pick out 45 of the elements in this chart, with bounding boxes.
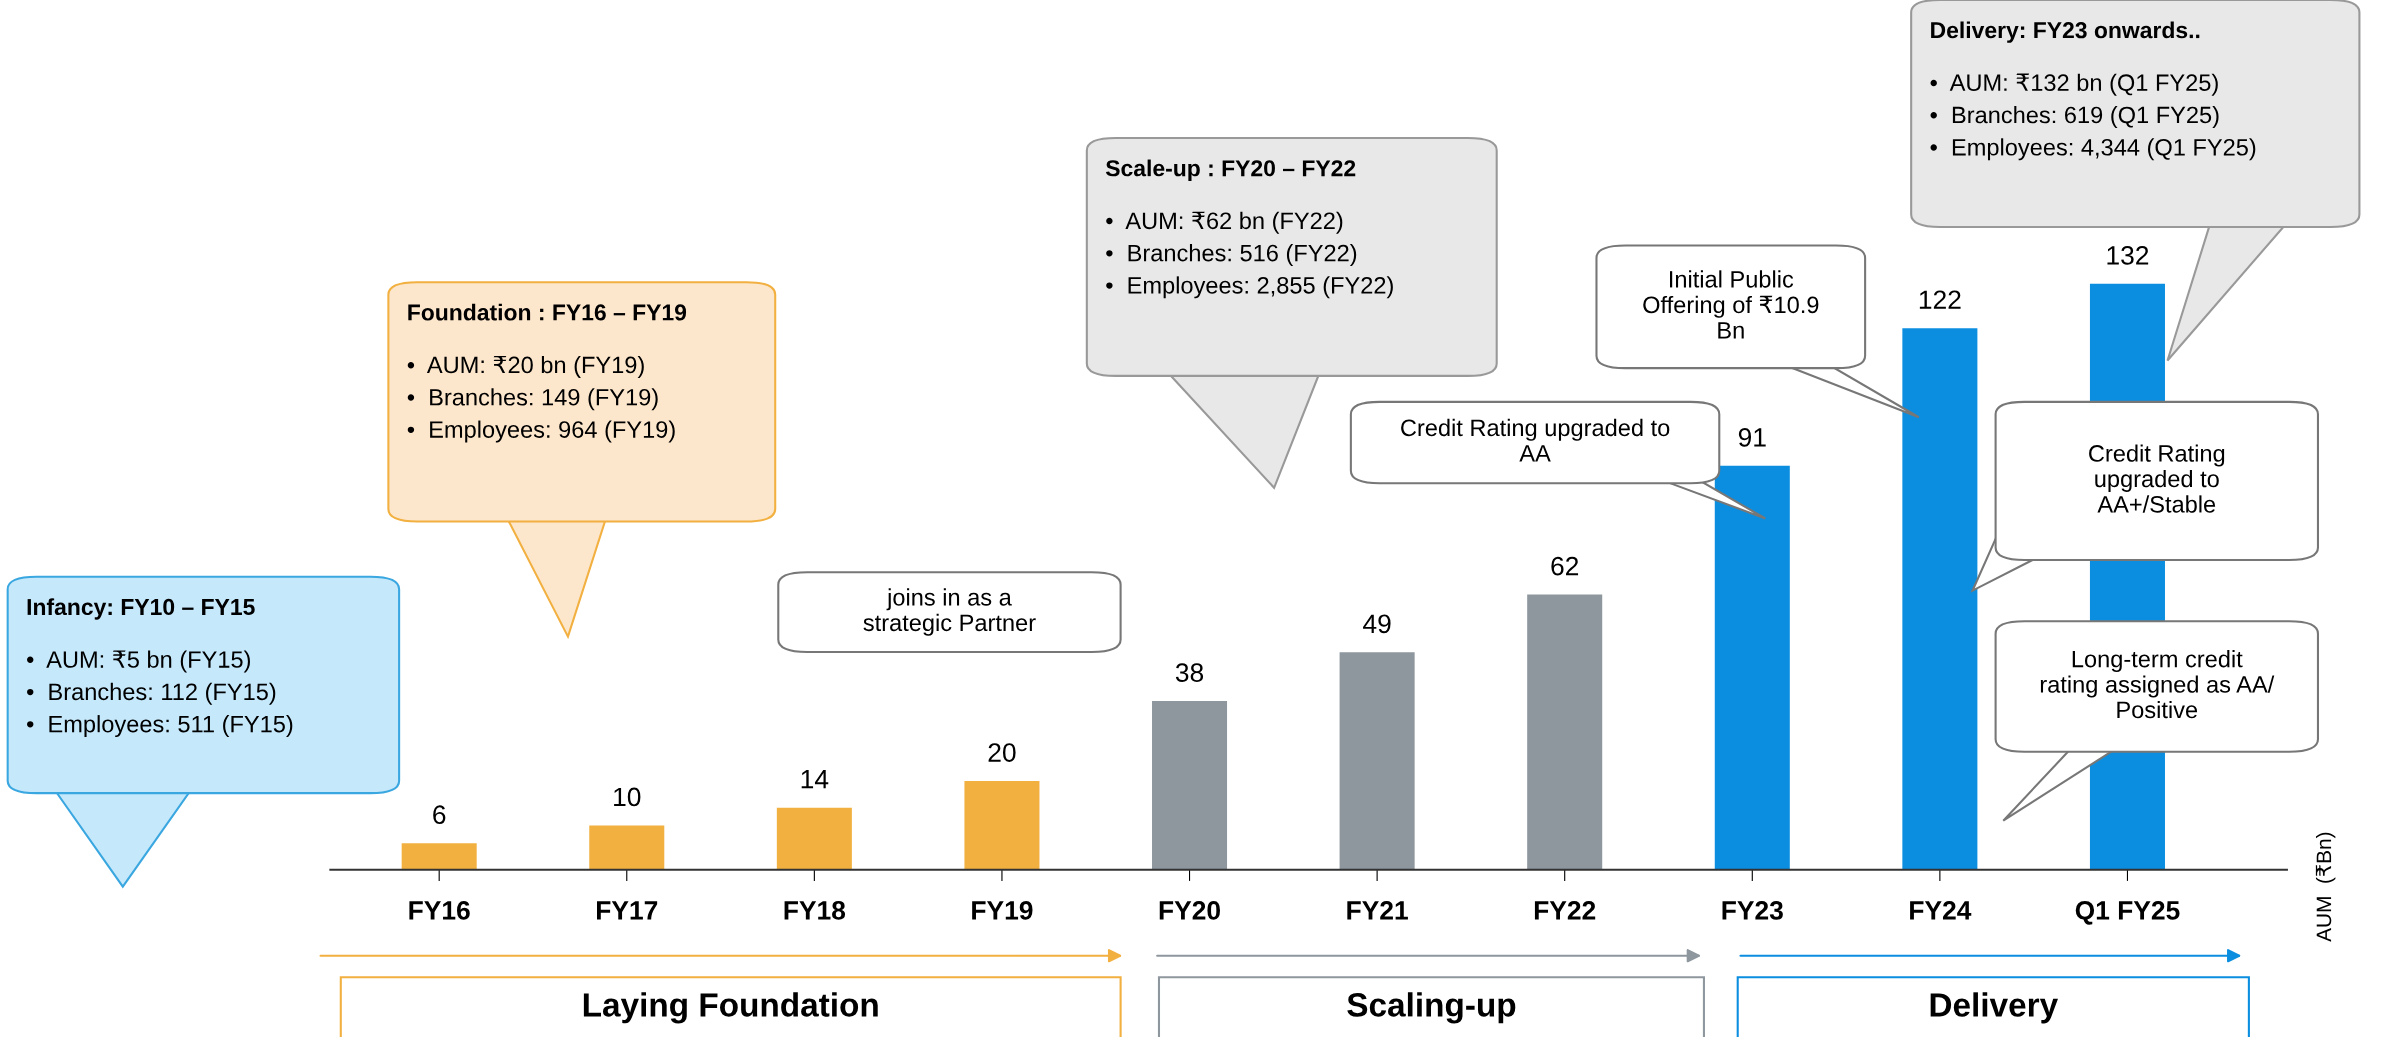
x-tick-label: FY22 (1534, 901, 1596, 920)
data-label: 91 (1738, 428, 1766, 447)
bar (964, 781, 1040, 870)
annotation: Long-term credit rating assigned as AA/ Positive (2040, 650, 2275, 719)
text: Delivery: FY23 onwards.. (1931, 21, 2200, 43)
x-tick-label: FY16 (409, 901, 470, 920)
x-tick-label: FY18 (784, 901, 846, 920)
data-label: 14 (801, 770, 829, 789)
annotation: Initial Public Offering of ₹10.9 Bn (1643, 270, 1819, 339)
x-tick-label: FY17 (597, 901, 658, 920)
x-tick-label: FY21 (1347, 901, 1408, 920)
text: • AUM: ₹5 bn (FY15) • Branches: 112 (FY15) • Employees: 511 (FY15) (27, 650, 293, 738)
bar (1527, 594, 1603, 870)
bar (1152, 701, 1228, 870)
x-tick-label: FY20 (1159, 901, 1220, 920)
annotation: Credit Rating upgraded to AA (1401, 418, 1670, 462)
annotation: Credit Rating upgraded to AA+/Stable (2089, 444, 2225, 513)
data-label: 6 (433, 805, 446, 825)
text: Laying Foundation (583, 992, 878, 1024)
data-label: 38 (1175, 663, 1204, 682)
text: Scaling-up (1347, 992, 1516, 1024)
bar (1339, 652, 1415, 870)
data-label: 122 (1919, 290, 1961, 309)
text: Infancy: FY10 – FY15 (27, 598, 255, 620)
x-tick-label: FY23 (1722, 901, 1783, 920)
bar (589, 825, 665, 870)
text: Delivery (1930, 992, 2058, 1024)
data-label: 10 (614, 787, 641, 807)
data-label: 49 (1363, 614, 1391, 634)
data-label: 62 (1551, 556, 1579, 576)
text: Scale-up : FY20 – FY22 (1105, 159, 1356, 181)
annotation: • AUM: ₹20 bn (FY19) • Branches: 149 (FY19) • Employees: 964 (FY19) (407, 355, 675, 443)
bar (401, 843, 477, 870)
annotation: • AUM: ₹62 bn (FY22) • Branches: 516 (FY22) • Employees: 2,855 (FY22) (1106, 211, 1393, 299)
data-label: 132 (2107, 246, 2149, 265)
bar (1902, 328, 1978, 870)
y-axis-title: AUM (₹Bn) (2315, 832, 2336, 942)
bar (776, 807, 852, 870)
annotation: joins in as a strategic Partner (863, 588, 1036, 636)
annotation: Foundation : FY16 – FY19 (408, 303, 687, 321)
data-label: 20 (988, 743, 1016, 762)
x-tick-label: FY24 (1910, 901, 1972, 920)
text: • AUM: ₹132 bn (Q1 FY25) • Branches: 619 (Q1 FY25) • Employees: 4,344 (Q1 FY25) (1930, 73, 2256, 161)
x-tick-label: FY19 (972, 901, 1033, 920)
x-tick-label: Q1 FY25 (2075, 901, 2180, 925)
